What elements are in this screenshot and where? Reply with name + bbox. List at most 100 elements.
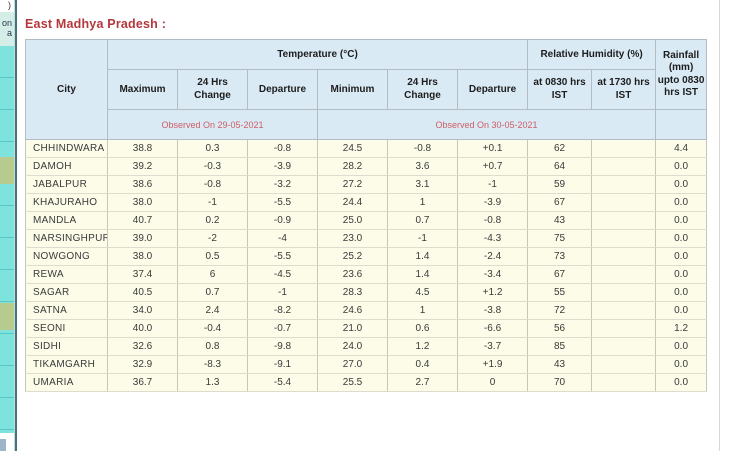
value-cell: -4 [247, 229, 318, 248]
sidebar-bottom-area [0, 433, 14, 451]
city-cell: UMARIA [25, 373, 108, 392]
sidebar-highlighted-item[interactable] [0, 157, 14, 184]
value-cell: -5.5 [247, 193, 318, 212]
value-cell: 0.0 [655, 373, 708, 392]
value-cell: 0.0 [655, 301, 708, 320]
column-header-maximum: Maximum [107, 69, 178, 110]
value-cell: 37.4 [107, 265, 178, 284]
value-cell: 38.0 [107, 247, 178, 266]
table-row: KHAJURAHO 38.0 -1 -5.5 24.4 1 -3.9 67 0.0 [25, 193, 708, 212]
city-cell: MANDLA [25, 211, 108, 230]
value-cell: 0.0 [655, 283, 708, 302]
value-cell: 0.6 [387, 319, 458, 338]
sidebar-highlighted-item[interactable] [0, 303, 14, 330]
value-cell: 43 [527, 211, 593, 230]
value-cell: 72 [527, 301, 593, 320]
value-cell: -5.5 [247, 247, 318, 266]
value-cell: 59 [527, 175, 593, 194]
left-nav-strip: ) on a [0, 0, 14, 451]
value-cell: 40.7 [107, 211, 178, 230]
value-cell [591, 265, 657, 284]
value-cell: +0.7 [456, 157, 529, 176]
value-cell: 1 [387, 301, 458, 320]
value-cell [591, 139, 657, 158]
column-header-minimum: Minimum [317, 69, 388, 110]
value-cell: 40.5 [107, 283, 178, 302]
value-cell: -0.3 [177, 157, 248, 176]
value-cell: 0.2 [177, 211, 248, 230]
value-cell: 4.4 [655, 139, 708, 158]
value-cell: 0.8 [177, 337, 248, 356]
column-header-max-change: 24 Hrs Change [177, 69, 248, 110]
group-header-humidity: Relative Humidity (%) [527, 39, 657, 70]
value-cell: 1.2 [387, 337, 458, 356]
sidebar-text-fragment: ) [0, 0, 14, 12]
table-row: NOWGONG 38.0 0.5 -5.5 25.2 1.4 -2.4 73 0.0 [25, 247, 708, 266]
value-cell: 28.2 [317, 157, 388, 176]
table-row: CHHINDWARA 38.8 0.3 -0.8 24.5 -0.8 +0.1 62 4.4 [25, 139, 708, 158]
value-cell: -3.9 [247, 157, 318, 176]
column-header-row: Maximum 24 Hrs Change Departure Minimum … [26, 69, 707, 110]
column-header-max-departure: Departure [247, 69, 318, 110]
value-cell: 0.7 [387, 211, 458, 230]
value-cell: 25.0 [317, 211, 388, 230]
value-cell: 0.0 [655, 211, 708, 230]
value-cell: 2.7 [387, 373, 458, 392]
sidebar-text-fragment: a [6, 28, 12, 38]
observed-on-max: Observed On 29-05-2021 [107, 109, 318, 140]
value-cell: 32.6 [107, 337, 178, 356]
column-header-rh-1730: at 1730 hrs IST [591, 69, 657, 110]
value-cell: 0.0 [655, 337, 708, 356]
table-row: SAGAR 40.5 0.7 -1 28.3 4.5 +1.2 55 0.0 [25, 283, 708, 302]
value-cell: 0.0 [655, 355, 708, 374]
value-cell: -3.2 [247, 175, 318, 194]
page-title: East Madhya Pradesh : [25, 17, 167, 31]
main-content: East Madhya Pradesh : City Temperature (… [17, 0, 719, 451]
group-header-rainfall: Rainfall (mm) upto 0830 hrs IST [655, 39, 708, 110]
value-cell: 1 [387, 193, 458, 212]
observed-on-rainfall-empty [655, 109, 708, 140]
weather-data-table: City Temperature (°C) Relative Humidity … [25, 39, 708, 392]
value-cell: -0.8 [247, 139, 318, 158]
sidebar-nav-fragment[interactable]: on a [0, 12, 14, 46]
value-cell: -8.2 [247, 301, 318, 320]
value-cell: 85 [527, 337, 593, 356]
table-body: CHHINDWARA 38.8 0.3 -0.8 24.5 -0.8 +0.1 62 4.4 DA… [25, 139, 708, 392]
table-row: UMARIA 36.7 1.3 -5.4 25.5 2.7 0 70 0.0 [25, 373, 708, 392]
value-cell: 24.4 [317, 193, 388, 212]
table-row: JABALPUR 38.6 -0.8 -3.2 27.2 3.1 -1 59 0.0 [25, 175, 708, 194]
value-cell: -4.3 [456, 229, 529, 248]
value-cell [591, 319, 657, 338]
observed-on-row: Observed On 29-05-2021 Observed On 30-05… [26, 109, 708, 140]
value-cell: 24.0 [317, 337, 388, 356]
value-cell: -9.1 [247, 355, 318, 374]
value-cell: 23.0 [317, 229, 388, 248]
value-cell: 23.6 [317, 265, 388, 284]
value-cell [591, 211, 657, 230]
value-cell [591, 193, 657, 212]
table-row: MANDLA 40.7 0.2 -0.9 25.0 0.7 -0.8 43 0.0 [25, 211, 708, 230]
scrollbar-track-line[interactable] [719, 0, 720, 451]
value-cell: 3.6 [387, 157, 458, 176]
value-cell [591, 283, 657, 302]
table-row: SIDHI 32.6 0.8 -9.8 24.0 1.2 -3.7 85 0.0 [25, 337, 708, 356]
value-cell: 27.2 [317, 175, 388, 194]
city-cell: DAMOH [25, 157, 108, 176]
value-cell [591, 175, 657, 194]
value-cell: 62 [527, 139, 593, 158]
value-cell [591, 247, 657, 266]
value-cell: -0.8 [177, 175, 248, 194]
value-cell: -2.4 [456, 247, 529, 266]
value-cell: 3.1 [387, 175, 458, 194]
sidebar-menu-area[interactable] [0, 46, 14, 433]
group-header-row: City Temperature (°C) Relative Humidity … [25, 39, 708, 140]
value-cell: -0.8 [456, 211, 529, 230]
value-cell: 34.0 [107, 301, 178, 320]
city-cell: NARSINGHPUR [25, 229, 108, 248]
value-cell: 2.4 [177, 301, 248, 320]
value-cell: 0.3 [177, 139, 248, 158]
value-cell: -6.6 [456, 319, 529, 338]
column-header-city: City [25, 39, 108, 140]
value-cell: -0.9 [247, 211, 318, 230]
value-cell: -8.3 [177, 355, 248, 374]
